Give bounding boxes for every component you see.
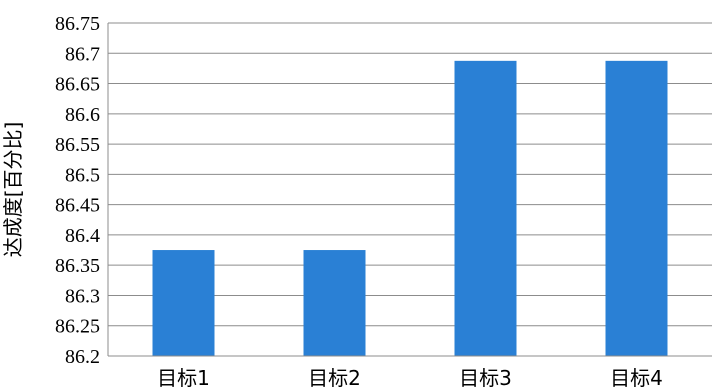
x-axis-category-labels: 目标1 目标2 目标3 目标4 — [157, 366, 663, 389]
y-axis-title: 达成度[百分比] — [1, 122, 25, 258]
y-tick-label: 86.35 — [55, 255, 100, 277]
y-tick-label: 86.2 — [65, 346, 100, 368]
y-tick-label: 86.25 — [55, 316, 100, 338]
bar — [152, 250, 215, 356]
y-tick-label: 86.75 — [55, 13, 100, 35]
y-tick-label: 86.6 — [65, 104, 100, 126]
y-tick-label: 86.3 — [65, 285, 100, 307]
y-tick-label: 86.55 — [55, 134, 100, 156]
bar — [303, 250, 366, 356]
x-category-label: 目标1 — [157, 366, 210, 389]
bars — [152, 60, 668, 356]
x-category-label: 目标2 — [308, 366, 361, 389]
x-category-label: 目标3 — [459, 366, 512, 389]
y-tick-label: 86.45 — [55, 195, 100, 217]
y-tick-label: 86.7 — [65, 43, 100, 65]
y-tick-label: 86.4 — [65, 225, 100, 247]
bar — [605, 60, 668, 356]
y-tick-label: 86.65 — [55, 74, 100, 96]
y-tick-label: 86.5 — [65, 164, 100, 186]
bar — [454, 60, 517, 356]
x-category-label: 目标4 — [610, 366, 663, 389]
y-axis-tick-labels: 86.2 86.25 86.3 86.35 86.4 86.45 86.5 86.55 86.6… — [55, 13, 100, 368]
